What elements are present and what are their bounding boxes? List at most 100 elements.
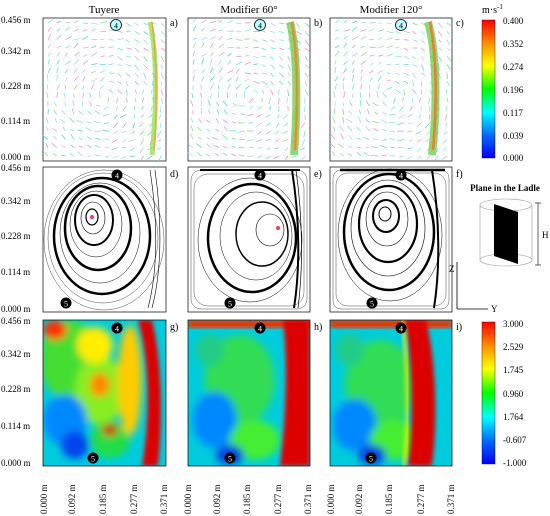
- panel-letter-f: f): [456, 169, 463, 180]
- velocity-vector: [264, 114, 271, 118]
- velocity-vector: [227, 83, 231, 90]
- velocity-vector: [253, 80, 260, 84]
- velocity-vector: [104, 146, 109, 149]
- velocity-vector: [139, 130, 144, 136]
- velocity-vector: [359, 91, 362, 98]
- velocity-vector: [160, 97, 164, 105]
- velocity-vector: [108, 29, 114, 32]
- velocity-vector: [417, 122, 422, 127]
- velocity-vector: [156, 147, 162, 151]
- y-tick-row1-0: 0.456 m: [1, 15, 31, 25]
- velocity-vector: [403, 89, 405, 96]
- velocity-vector: [301, 139, 306, 146]
- velocity-vector: [159, 122, 162, 129]
- velocity-vector: [214, 152, 220, 157]
- velocity-vector: [99, 85, 104, 90]
- velocity-vector: [191, 93, 194, 98]
- velocity-vector: [192, 74, 195, 82]
- velocity-vector: [108, 80, 115, 83]
- velocity-vector: [46, 84, 49, 90]
- velocity-vector: [129, 147, 136, 152]
- velocity-vector: [343, 60, 348, 65]
- velocity-vector: [352, 36, 359, 40]
- velocity-vector: [378, 54, 384, 57]
- velocity-vector: [160, 47, 166, 51]
- velocity-vector: [56, 74, 58, 82]
- velocity-vector: [330, 134, 336, 140]
- velocity-vector: [140, 155, 144, 160]
- velocity-vector: [42, 135, 49, 140]
- velocity-vector: [304, 39, 309, 46]
- velocity-scale-5: 0.039: [503, 131, 524, 141]
- velocity-vector: [426, 155, 431, 160]
- velocity-vector: [348, 110, 353, 115]
- velocity-vector: [73, 20, 78, 24]
- velocity-vector: [270, 56, 274, 60]
- velocity-vector: [134, 56, 140, 61]
- velocity-vector: [115, 106, 118, 112]
- velocity-vector: [133, 114, 136, 119]
- velocity-vector: [438, 47, 443, 51]
- velocity-vector: [248, 97, 254, 104]
- velocity-vector: [73, 68, 78, 74]
- velocity-vector: [371, 155, 379, 157]
- velocity-vector: [82, 92, 84, 98]
- velocity-vector: [420, 64, 425, 71]
- panel-letter-i: i): [456, 322, 462, 333]
- velocity-vector: [372, 120, 379, 124]
- velocity-vector: [78, 145, 83, 149]
- velocity-vector: [407, 147, 413, 150]
- velocity-vector: [141, 105, 144, 110]
- velocity-vector: [244, 78, 250, 82]
- streamlines-d: [43, 169, 165, 311]
- velocity-vector: [343, 42, 348, 49]
- velocity-vector: [65, 52, 68, 57]
- velocity-vector: [395, 63, 400, 65]
- velocity-vector: [157, 139, 162, 142]
- marker-4-i-label: 4: [399, 325, 403, 334]
- panel-d: 4 5 d): [42, 166, 178, 313]
- velocity-vector: [446, 97, 449, 103]
- velocity-vector: [201, 37, 208, 40]
- velocity-vector: [117, 89, 123, 95]
- velocity-vector: [425, 122, 431, 129]
- velocity-vector: [209, 83, 215, 90]
- velocity-vector: [108, 39, 115, 41]
- velocity-vector: [412, 39, 418, 42]
- velocity-vector: [201, 19, 207, 24]
- velocity-vector: [261, 72, 268, 75]
- panel-letter-a: a): [170, 18, 178, 29]
- velocity-vector: [134, 80, 139, 86]
- velocity-vector: [441, 155, 448, 160]
- velocity-vector: [53, 101, 57, 107]
- velocity-vector: [100, 69, 105, 74]
- velocity-vector: [386, 22, 392, 24]
- velocity-vector: [227, 78, 232, 82]
- velocity-vector: [333, 108, 336, 115]
- velocity-vector: [399, 155, 404, 158]
- velocity-vector: [403, 55, 410, 60]
- marker-4-e-label: 4: [258, 172, 262, 181]
- velocity-vector: [73, 28, 79, 32]
- marker-5-h-label: 5: [228, 455, 232, 464]
- velocity-vector: [231, 137, 237, 140]
- velocity-vector: [445, 89, 448, 94]
- velocity-vector: [255, 139, 263, 143]
- velocity-vector: [117, 30, 123, 33]
- velocity-scale-4: 0.117: [503, 108, 523, 118]
- velocity-vector: [69, 128, 75, 132]
- marker-4-b-label: 4: [258, 22, 262, 31]
- velocity-vector: [369, 63, 374, 65]
- velocity-vector: [150, 106, 153, 112]
- velocity-vector: [91, 45, 97, 49]
- h-label: H: [542, 230, 549, 240]
- velocity-vector: [201, 53, 207, 57]
- velocity-vector: [257, 147, 262, 149]
- marker-4-h-label: 4: [258, 325, 262, 334]
- top-band-i: [330, 320, 452, 328]
- velocity-vector: [218, 36, 223, 40]
- velocity-vector: [279, 30, 285, 34]
- velocity-vector: [377, 29, 384, 32]
- panel-letter-g: g): [170, 322, 178, 333]
- velocity-vector: [61, 110, 66, 115]
